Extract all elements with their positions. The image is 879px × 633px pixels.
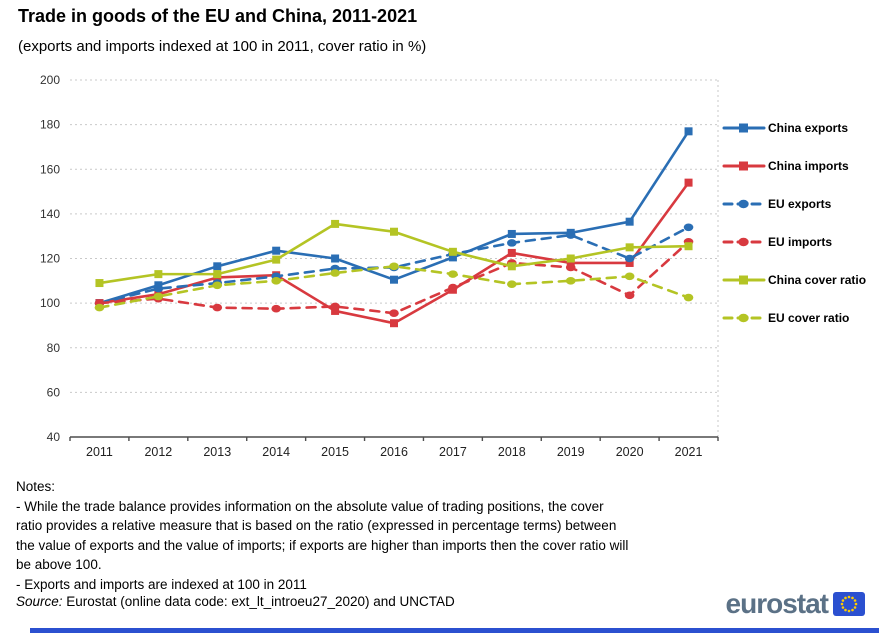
source-label: Source: <box>16 594 63 609</box>
eurostat-logo-text: eurostat <box>725 588 829 619</box>
notes-line: Notes: <box>16 479 56 494</box>
svg-text:2016: 2016 <box>380 445 408 459</box>
svg-text:2015: 2015 <box>321 445 349 459</box>
svg-text:2013: 2013 <box>203 445 231 459</box>
notes-line: ratio provides a relative measure that i… <box>16 518 617 533</box>
legend-label: EU exports <box>768 197 832 211</box>
svg-text:60: 60 <box>47 385 61 399</box>
svg-text:80: 80 <box>47 341 61 355</box>
svg-text:2012: 2012 <box>144 445 172 459</box>
svg-text:160: 160 <box>40 162 60 176</box>
legend: China exports China imports EU exports E… <box>722 120 877 348</box>
legend-sample-eu-imports <box>722 237 766 247</box>
chart-subtitle: (exports and imports indexed at 100 in 2… <box>18 38 427 55</box>
svg-text:2019: 2019 <box>557 445 585 459</box>
legend-sample-eu-exports <box>722 199 766 209</box>
legend-sample-china-exports <box>722 123 766 133</box>
legend-item-eu-cover-ratio: EU cover ratio <box>722 310 877 326</box>
legend-label: China imports <box>768 159 849 173</box>
source-line: Source: Eurostat (online data code: ext_… <box>16 594 455 609</box>
legend-item-china-imports: China imports <box>722 158 877 174</box>
svg-text:2021: 2021 <box>675 445 703 459</box>
legend-label: China cover ratio <box>768 273 867 287</box>
notes-line: - Exports and imports are indexed at 100… <box>16 576 307 592</box>
svg-text:40: 40 <box>47 430 61 444</box>
legend-item-china-cover-ratio: China cover ratio <box>722 272 877 288</box>
svg-text:120: 120 <box>40 252 60 266</box>
svg-text:2018: 2018 <box>498 445 526 459</box>
svg-text:180: 180 <box>40 118 60 132</box>
legend-sample-eu-cover-ratio <box>722 313 766 323</box>
legend-item-eu-imports: EU imports <box>722 234 877 250</box>
legend-item-china-exports: China exports <box>722 120 877 136</box>
notes-line: - While the trade balance provides infor… <box>16 498 604 514</box>
notes-line: the value of exports and the value of im… <box>16 537 629 553</box>
legend-label: EU imports <box>768 235 833 249</box>
notes-line: be above 100. <box>16 557 102 572</box>
legend-label: EU cover ratio <box>768 311 850 325</box>
svg-text:2017: 2017 <box>439 445 467 459</box>
eurostat-logo: eurostat <box>726 588 865 620</box>
svg-text:100: 100 <box>40 296 60 310</box>
svg-text:2014: 2014 <box>262 445 290 459</box>
svg-text:200: 200 <box>40 73 60 87</box>
footer-bar <box>30 628 879 633</box>
legend-item-eu-exports: EU exports <box>722 196 877 212</box>
legend-sample-china-imports <box>722 161 766 171</box>
svg-text:2011: 2011 <box>86 445 113 459</box>
eu-flag-icon <box>833 592 865 616</box>
chart-title: Trade in goods of the EU and China, 2011… <box>18 6 418 26</box>
svg-text:2020: 2020 <box>616 445 644 459</box>
legend-label: China exports <box>768 121 849 135</box>
svg-text:140: 140 <box>40 207 60 221</box>
line-chart: 40 60 80 100 120 140 160 180 200 2011 2012 2013 2014… <box>40 73 719 459</box>
legend-sample-china-cover-ratio <box>722 275 766 285</box>
source-text: Eurostat (online data code: ext_lt_intro… <box>62 594 455 609</box>
notes-block: Notes: - While the trade balance provide… <box>16 477 628 594</box>
